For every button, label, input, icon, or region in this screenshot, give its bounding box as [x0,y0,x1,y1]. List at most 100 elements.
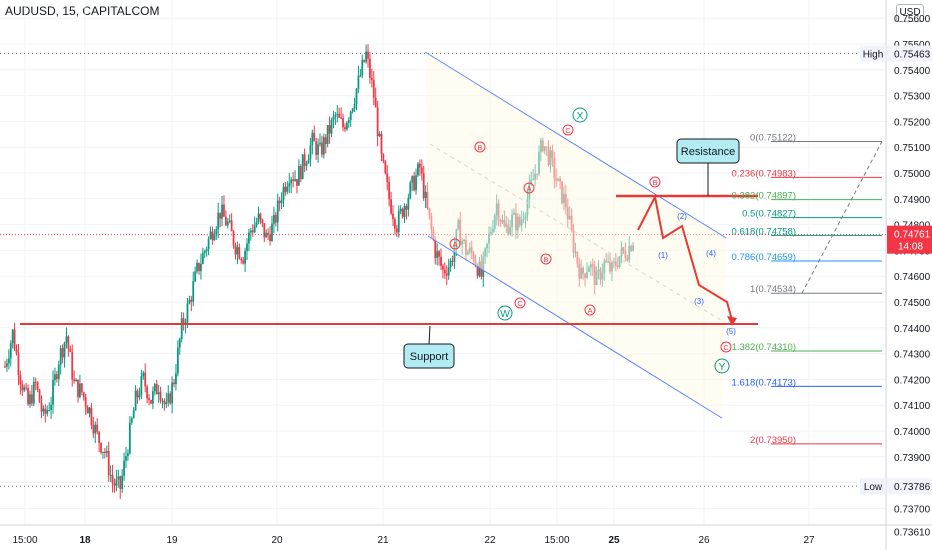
candle-body [249,230,252,233]
fib-diagonal [801,141,883,294]
time-tick-label: 15:00 [544,535,569,546]
candle-body [386,173,389,183]
projection-path [637,193,733,321]
candle-body [442,265,444,270]
candle-body [128,422,131,454]
support-callout-label: Support [410,351,449,363]
candle-body [117,476,120,480]
wave-a-label: A [453,240,458,249]
candle-body [57,364,60,379]
fib-level-label: 0(0.75122) [750,133,796,144]
candle-body [77,379,79,398]
candle-body [407,197,410,210]
candle-body [155,384,158,395]
candle-body [374,97,377,108]
candle-body [242,260,245,264]
candle-body [169,393,172,404]
candle-body [113,483,116,486]
fib-level-label: 1(0.74534) [750,284,796,295]
candle-body [115,479,118,486]
candle-body [178,338,181,348]
candle-body [305,163,308,166]
candle-body [11,329,14,344]
candle-body [25,387,28,389]
currency-badge[interactable]: USD [896,4,924,22]
candle-body [59,348,62,365]
candle-body [73,379,76,382]
current-price-tag [887,225,932,254]
time-tick-label: 26 [698,535,710,546]
candle-body [301,154,304,180]
candle-body [52,380,54,405]
wave-x-label: X [577,111,584,122]
candle-body [294,179,296,181]
candle-body [409,182,412,198]
time-tick-label: 21 [377,535,389,546]
price-tick-label: 0.75200 [894,117,931,128]
candle-body [397,211,400,233]
candle-body [209,231,212,239]
candle-body [284,186,287,192]
candle-body [390,199,392,214]
candle-body [224,216,227,226]
candle-body [376,107,379,137]
candle-body [311,132,314,146]
wave-a-label-circle [523,182,535,194]
candle-body [213,235,216,241]
candle-body [219,212,222,219]
elliott-sub-wave-label: (3) [694,297,704,306]
fib-level-label: 1.382(0.74310) [732,342,796,353]
candle-body [234,245,237,255]
candle-body [134,390,137,411]
wave-w-label: W [500,309,510,320]
wave-b-label-circle [649,176,661,188]
elliott-sub-wave-label: (1) [658,251,668,260]
price-tick-label: 0.75600 [894,14,931,25]
candle-body [190,299,193,302]
candle-body [372,80,375,98]
candle-body [236,247,239,255]
candle-body [369,58,371,78]
candle-body [394,219,396,229]
candle-body [232,231,235,246]
candle-body [313,132,316,142]
wave-a-label: A [588,306,593,315]
candle-body [384,161,387,174]
wave-y-label: Y [719,362,726,373]
candle-body [102,451,104,453]
price-tick-label: 0.73700 [894,504,931,515]
candle-body [86,406,89,414]
candle-body [359,75,362,77]
elliott-sub-wave-label: (2) [677,212,687,221]
elliott-sub-wave-label: (4) [706,249,716,258]
candle-body [380,133,383,155]
support-callout-box [403,343,455,369]
candle-body [345,122,348,130]
fib-level-label: 1.618(0.74173) [732,377,796,388]
candle-body [405,206,408,210]
channel-fill [425,52,726,418]
candle-body [111,474,114,484]
candle-body [378,133,381,137]
candle-body [67,336,70,349]
candle-body [163,400,166,405]
time-tick-label: 18 [79,535,91,546]
candle-body [198,263,200,272]
candle-body [328,125,331,134]
candle-body [440,256,442,266]
candle-body [401,208,404,217]
candle-body [80,383,83,393]
candle-body [94,424,97,434]
wave-b-label-circle [474,141,486,153]
candle-body [274,214,277,223]
candle-body [19,375,22,385]
candle-body [413,176,416,191]
low-tag-bg [860,478,886,495]
candle-body [269,234,271,242]
candle-body [240,258,243,261]
candle-body [61,348,64,358]
candle-body [299,166,302,180]
time-tick-label: 20 [271,535,283,546]
candle-body [226,221,229,226]
